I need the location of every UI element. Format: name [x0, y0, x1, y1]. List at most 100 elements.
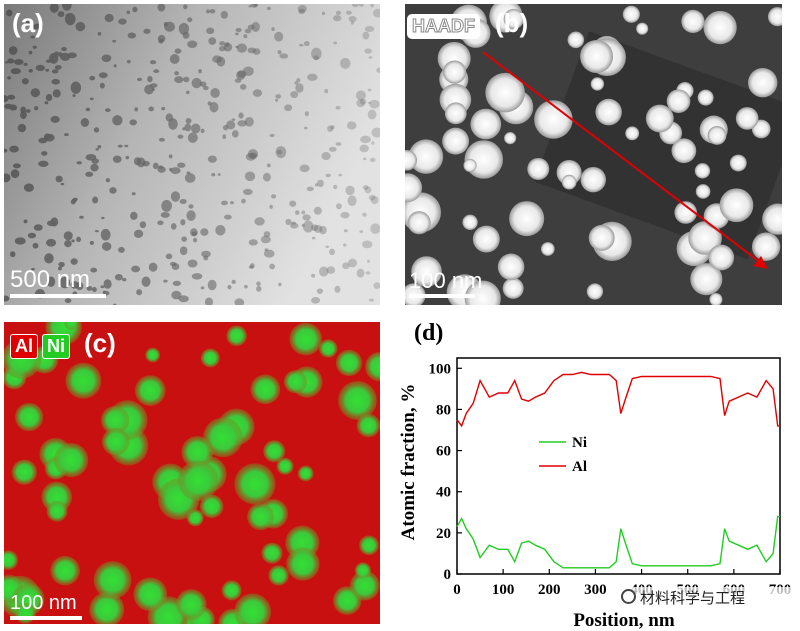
ni-rich-particle: [181, 436, 214, 469]
precipitate-dot: [51, 78, 60, 85]
precipitate-particle: [645, 104, 674, 133]
precipitate-dot: [126, 10, 131, 15]
precipitate-dot: [352, 4, 359, 8]
precipitate-dot: [158, 137, 165, 142]
precipitate-dot: [335, 105, 341, 110]
precipitate-dot: [243, 188, 253, 196]
precipitate-dot: [147, 75, 153, 83]
precipitate-dot: [313, 55, 320, 61]
precipitate-dot: [99, 82, 105, 89]
precipitate-dot: [303, 220, 314, 233]
precipitate-particle: [762, 203, 782, 235]
precipitate-dot: [4, 95, 9, 103]
precipitate-dot: [253, 4, 258, 8]
precipitate-dot: [191, 231, 198, 236]
precipitate-dot: [90, 163, 99, 172]
precipitate-dot: [92, 196, 99, 204]
precipitate-dot: [101, 216, 105, 220]
precipitate-dot: [100, 228, 111, 241]
ni-rich-particle: [297, 465, 314, 482]
panel-b-scale-label: 100 nm: [409, 268, 483, 293]
precipitate-dot: [112, 115, 123, 126]
precipitate-dot: [245, 152, 256, 161]
precipitate-particle: [697, 89, 714, 106]
precipitate-dot: [348, 258, 357, 268]
haadf-image: [405, 4, 782, 305]
precipitate-dot: [236, 43, 248, 53]
precipitate-dot: [10, 169, 20, 179]
precipitate-dot: [163, 22, 168, 27]
precipitate-dot: [342, 262, 350, 270]
line-scan-arrow: [482, 51, 766, 267]
ni-rich-particle: [338, 381, 377, 420]
precipitate-dot: [174, 71, 179, 76]
precipitate-dot: [59, 276, 71, 289]
precipitate-dot: [185, 90, 190, 95]
precipitate-dot: [284, 104, 293, 112]
precipitate-dot: [330, 125, 335, 130]
precipitate-dot: [368, 56, 373, 59]
series-line-al: [456, 371, 780, 428]
precipitate-particle: [408, 139, 444, 174]
precipitate-dot: [226, 120, 236, 130]
precipitate-dot: [158, 38, 164, 44]
precipitate-dot: [334, 285, 341, 293]
precipitate-dot: [350, 21, 355, 25]
precipitate-dot: [32, 242, 39, 249]
precipitate-particle: [405, 173, 423, 203]
precipitate-dot: [274, 31, 284, 42]
precipitate-dot: [64, 298, 72, 304]
precipitate-dot: [209, 101, 219, 113]
precipitate-particle: [671, 138, 697, 164]
precipitate-particle: [590, 77, 605, 91]
precipitate-particle: [509, 201, 545, 237]
precipitate-dot: [13, 58, 24, 66]
precipitate-dot: [89, 97, 94, 101]
precipitate-dot: [200, 286, 205, 290]
precipitate-dot: [371, 127, 380, 138]
precipitate-dot: [60, 52, 71, 61]
precipitate-dot: [313, 224, 323, 233]
precipitate-dot: [220, 10, 228, 19]
x-axis-label: Position, nm: [573, 610, 675, 631]
x-tick-label: 0: [453, 582, 461, 598]
ni-rich-particle: [283, 370, 308, 394]
precipitate-dot: [89, 75, 96, 81]
precipitate-dot: [370, 223, 380, 234]
precipitate-dot: [231, 279, 236, 284]
precipitate-dot: [27, 232, 37, 239]
precipitate-particle: [472, 225, 500, 253]
precipitate-particle: [707, 126, 727, 145]
precipitate-dot: [224, 42, 230, 47]
precipitate-dot: [165, 253, 173, 260]
precipitate-particle: [444, 102, 467, 125]
precipitate-dot: [218, 45, 226, 52]
precipitate-dot: [8, 46, 18, 55]
precipitate-dot: [256, 281, 261, 287]
precipitate-dot: [249, 152, 258, 159]
ni-rich-particle: [100, 405, 130, 435]
ni-rich-particle: [234, 593, 272, 624]
precipitate-dot: [136, 289, 143, 296]
precipitate-dot: [303, 126, 308, 130]
precipitate-dot: [17, 123, 27, 133]
precipitate-dot: [244, 28, 252, 34]
precipitate-dot: [183, 76, 190, 83]
precipitate-dot: [71, 198, 77, 203]
precipitate-dot: [251, 21, 260, 32]
precipitate-dot: [157, 220, 164, 226]
precipitate-dot: [190, 228, 198, 237]
ni-rich-particle: [247, 503, 275, 531]
ni-rich-particle: [101, 427, 130, 456]
ni-rich-particle: [335, 349, 363, 377]
legend-label-al: Al: [572, 459, 587, 475]
precipitate-dot: [169, 53, 180, 65]
precipitate-dot: [237, 120, 248, 127]
precipitate-dot: [206, 27, 215, 35]
precipitate-dot: [319, 225, 327, 235]
precipitate-dot: [136, 77, 142, 82]
panel-b-haadf-image: HAADF (b) 100 nm: [405, 4, 782, 305]
precipitate-dot: [183, 4, 188, 10]
precipitate-particle: [625, 126, 640, 141]
ni-rich-particle: [134, 375, 166, 406]
